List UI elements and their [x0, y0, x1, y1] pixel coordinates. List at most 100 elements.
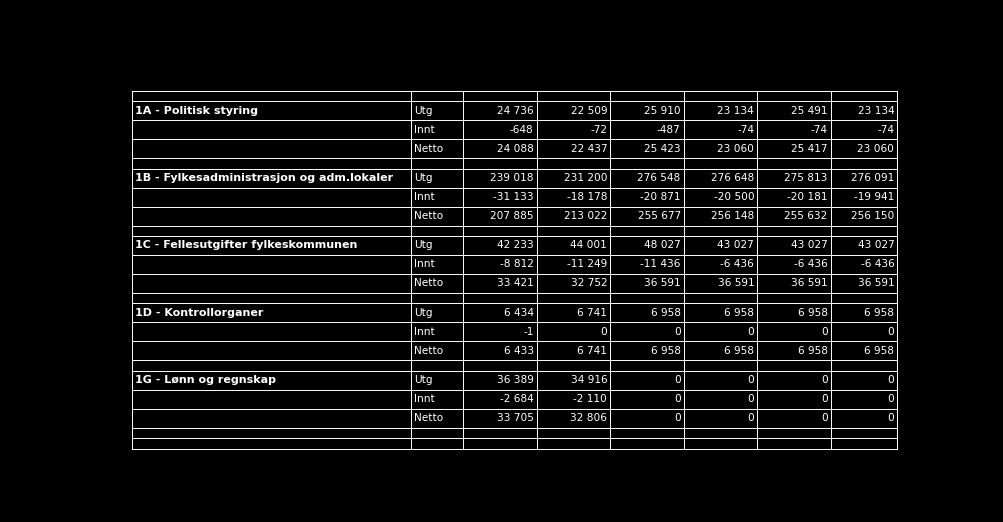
Text: 33 705: 33 705 — [496, 413, 534, 423]
Text: 36 591: 36 591 — [790, 278, 826, 288]
Text: 25 417: 25 417 — [790, 144, 826, 153]
Text: 43 027: 43 027 — [857, 241, 894, 251]
Text: Netto: Netto — [414, 211, 443, 221]
Text: -74: -74 — [809, 125, 826, 135]
Text: 1B - Fylkesadministrasjon og adm.lokaler: 1B - Fylkesadministrasjon og adm.lokaler — [134, 173, 392, 183]
Text: 0: 0 — [746, 327, 753, 337]
Text: 25 423: 25 423 — [643, 144, 680, 153]
Text: 0: 0 — [673, 413, 680, 423]
Text: -11 436: -11 436 — [640, 259, 680, 269]
Text: 36 591: 36 591 — [717, 278, 753, 288]
Text: 6 741: 6 741 — [577, 346, 607, 356]
Text: -2 110: -2 110 — [573, 394, 607, 404]
Text: 32 806: 32 806 — [570, 413, 607, 423]
Text: -31 133: -31 133 — [492, 192, 534, 202]
Text: 43 027: 43 027 — [717, 241, 753, 251]
Text: 0: 0 — [887, 375, 894, 385]
Text: 255 632: 255 632 — [783, 211, 826, 221]
Text: Utg: Utg — [414, 241, 432, 251]
Text: Netto: Netto — [414, 278, 443, 288]
Text: 33 421: 33 421 — [496, 278, 534, 288]
Text: Netto: Netto — [414, 346, 443, 356]
Text: 36 591: 36 591 — [857, 278, 894, 288]
Text: -19 941: -19 941 — [854, 192, 894, 202]
Text: -487: -487 — [656, 125, 680, 135]
Text: 0: 0 — [746, 375, 753, 385]
Text: 24 088: 24 088 — [496, 144, 534, 153]
Text: -648: -648 — [510, 125, 534, 135]
Text: Netto: Netto — [414, 144, 443, 153]
Text: -20 871: -20 871 — [640, 192, 680, 202]
Text: 0: 0 — [746, 413, 753, 423]
Text: Utg: Utg — [414, 105, 432, 116]
Text: 0: 0 — [746, 394, 753, 404]
Text: 48 027: 48 027 — [643, 241, 680, 251]
Text: 36 389: 36 389 — [496, 375, 534, 385]
Text: Innt: Innt — [414, 192, 434, 202]
Text: 256 150: 256 150 — [851, 211, 894, 221]
Text: 6 958: 6 958 — [723, 308, 753, 318]
Text: 44 001: 44 001 — [570, 241, 607, 251]
Text: -6 436: -6 436 — [860, 259, 894, 269]
Text: 6 741: 6 741 — [577, 308, 607, 318]
Text: 25 491: 25 491 — [790, 105, 826, 116]
Text: -8 812: -8 812 — [499, 259, 534, 269]
Text: 6 958: 6 958 — [864, 308, 894, 318]
Text: 0: 0 — [887, 413, 894, 423]
Text: -72: -72 — [590, 125, 607, 135]
Text: 0: 0 — [820, 327, 826, 337]
Text: 43 027: 43 027 — [790, 241, 826, 251]
Text: 22 509: 22 509 — [570, 105, 607, 116]
Text: 213 022: 213 022 — [564, 211, 607, 221]
Text: 32 752: 32 752 — [570, 278, 607, 288]
Text: 22 437: 22 437 — [570, 144, 607, 153]
Text: Utg: Utg — [414, 375, 432, 385]
Text: 6 433: 6 433 — [504, 346, 534, 356]
Text: 0: 0 — [820, 413, 826, 423]
Text: Netto: Netto — [414, 413, 443, 423]
Text: -74: -74 — [736, 125, 753, 135]
Text: -20 181: -20 181 — [786, 192, 826, 202]
Text: 1D - Kontrollorganer: 1D - Kontrollorganer — [134, 308, 263, 318]
Text: 275 813: 275 813 — [783, 173, 826, 183]
Text: 0: 0 — [820, 394, 826, 404]
Text: 0: 0 — [600, 327, 607, 337]
Text: Innt: Innt — [414, 394, 434, 404]
Text: 24 736: 24 736 — [496, 105, 534, 116]
Text: 0: 0 — [673, 394, 680, 404]
Text: 34 916: 34 916 — [570, 375, 607, 385]
Text: 6 958: 6 958 — [650, 346, 680, 356]
Text: -18 178: -18 178 — [566, 192, 607, 202]
Text: 25 910: 25 910 — [643, 105, 680, 116]
Text: -74: -74 — [877, 125, 894, 135]
Text: -6 436: -6 436 — [793, 259, 826, 269]
Text: 0: 0 — [673, 375, 680, 385]
Text: 42 233: 42 233 — [496, 241, 534, 251]
Text: -11 249: -11 249 — [567, 259, 607, 269]
Text: -20 500: -20 500 — [713, 192, 753, 202]
Text: 276 648: 276 648 — [710, 173, 753, 183]
Text: Utg: Utg — [414, 308, 432, 318]
Text: 6 958: 6 958 — [650, 308, 680, 318]
Text: Innt: Innt — [414, 327, 434, 337]
Text: Innt: Innt — [414, 125, 434, 135]
Text: 276 091: 276 091 — [851, 173, 894, 183]
Text: 0: 0 — [673, 327, 680, 337]
Text: 36 591: 36 591 — [643, 278, 680, 288]
Text: 231 200: 231 200 — [563, 173, 607, 183]
Text: 207 885: 207 885 — [489, 211, 534, 221]
Text: 6 958: 6 958 — [796, 308, 826, 318]
Text: 6 958: 6 958 — [723, 346, 753, 356]
Text: Innt: Innt — [414, 259, 434, 269]
Text: 23 134: 23 134 — [857, 105, 894, 116]
Text: 23 060: 23 060 — [857, 144, 894, 153]
Text: 0: 0 — [820, 375, 826, 385]
Text: 1G - Lønn og regnskap: 1G - Lønn og regnskap — [134, 375, 276, 385]
Text: 6 958: 6 958 — [864, 346, 894, 356]
Text: -1: -1 — [523, 327, 534, 337]
Text: 1C - Fellesutgifter fylkeskommunen: 1C - Fellesutgifter fylkeskommunen — [134, 241, 357, 251]
Text: 23 134: 23 134 — [717, 105, 753, 116]
Text: -6 436: -6 436 — [720, 259, 753, 269]
Text: 256 148: 256 148 — [710, 211, 753, 221]
Text: 23 060: 23 060 — [716, 144, 753, 153]
